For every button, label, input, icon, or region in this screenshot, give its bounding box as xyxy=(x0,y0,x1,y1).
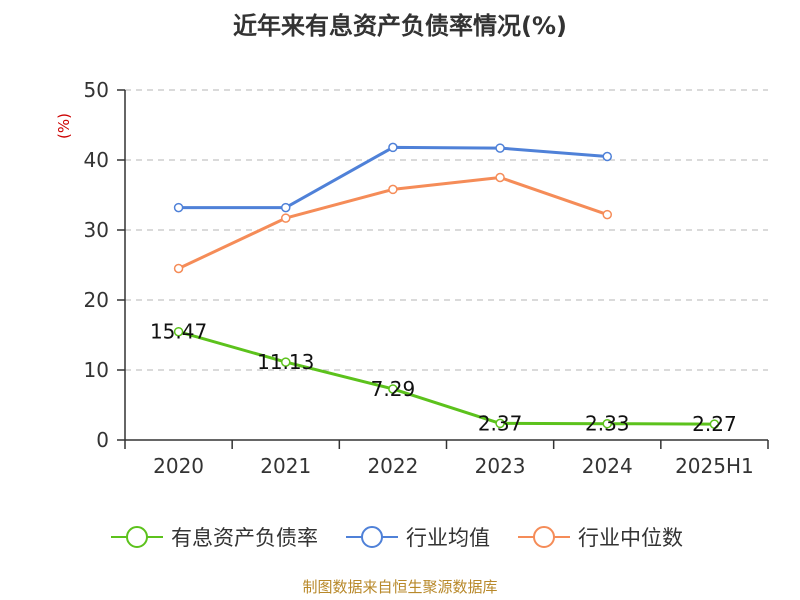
legend-label: 行业中位数 xyxy=(578,526,683,550)
data-point xyxy=(388,142,398,153)
data-point xyxy=(173,326,184,337)
series-layer xyxy=(173,142,720,429)
y-tick-label: 20 xyxy=(84,288,109,312)
x-tick-label: 2024 xyxy=(582,454,633,478)
x-tick-label: 2023 xyxy=(475,454,526,478)
y-tick-label: 40 xyxy=(84,148,109,172)
y-tick-label: 10 xyxy=(84,358,109,382)
data-label-layer: 15.47 11.13 7.29 2.37 2.33 2.27 xyxy=(150,320,737,436)
legend-item: 行业中位数 xyxy=(518,526,683,550)
y-tick-label: 30 xyxy=(84,218,109,242)
y-tick-label: 50 xyxy=(84,78,109,102)
y-tick-label: 0 xyxy=(96,428,109,452)
data-point xyxy=(173,202,184,213)
data-point xyxy=(388,184,398,195)
legend-marker xyxy=(126,526,148,548)
series-line xyxy=(177,145,609,210)
data-label: 15.47 xyxy=(150,320,207,344)
legend-marker xyxy=(361,526,383,548)
grid-layer xyxy=(125,89,768,371)
legend: 有息资产负债率 行业均值 行业中位数 xyxy=(111,526,683,550)
data-point xyxy=(602,418,612,429)
legend-marker xyxy=(533,526,555,548)
data-point xyxy=(281,213,291,223)
legend-item: 有息资产负债率 xyxy=(111,526,318,550)
legend-label: 行业均值 xyxy=(406,526,490,550)
x-tick-label: 2022 xyxy=(367,454,418,478)
data-point xyxy=(602,209,612,220)
data-label: 7.29 xyxy=(371,377,416,401)
legend-label: 有息资产负债率 xyxy=(171,526,318,550)
source-note: 制图数据来自恒生聚源数据库 xyxy=(302,578,497,596)
data-point xyxy=(495,172,505,183)
data-point xyxy=(495,418,505,429)
y-axis-label: (%) xyxy=(55,113,73,139)
data-point xyxy=(602,151,612,162)
data-label: 2.27 xyxy=(692,412,737,436)
data-point xyxy=(709,419,720,429)
chart-title: 近年来有息资产负债率情况(%) xyxy=(233,12,567,40)
legend-item: 行业均值 xyxy=(346,526,490,550)
x-tick-label: 2020 xyxy=(153,454,204,478)
data-point xyxy=(281,202,291,213)
series-line xyxy=(177,330,716,426)
data-point xyxy=(388,384,398,394)
data-point xyxy=(281,357,291,367)
data-point xyxy=(173,263,184,274)
data-point xyxy=(495,143,505,153)
axis-layer: 0 10 20 30 40 50 2020 2021 2022 2023 2024 2025H1 xyxy=(84,78,769,478)
x-tick-label: 2021 xyxy=(260,454,311,478)
data-label: 2.37 xyxy=(478,411,523,435)
x-tick-label: 2025H1 xyxy=(675,454,754,478)
data-label: 2.33 xyxy=(585,412,630,436)
data-label: 11.13 xyxy=(257,350,314,374)
